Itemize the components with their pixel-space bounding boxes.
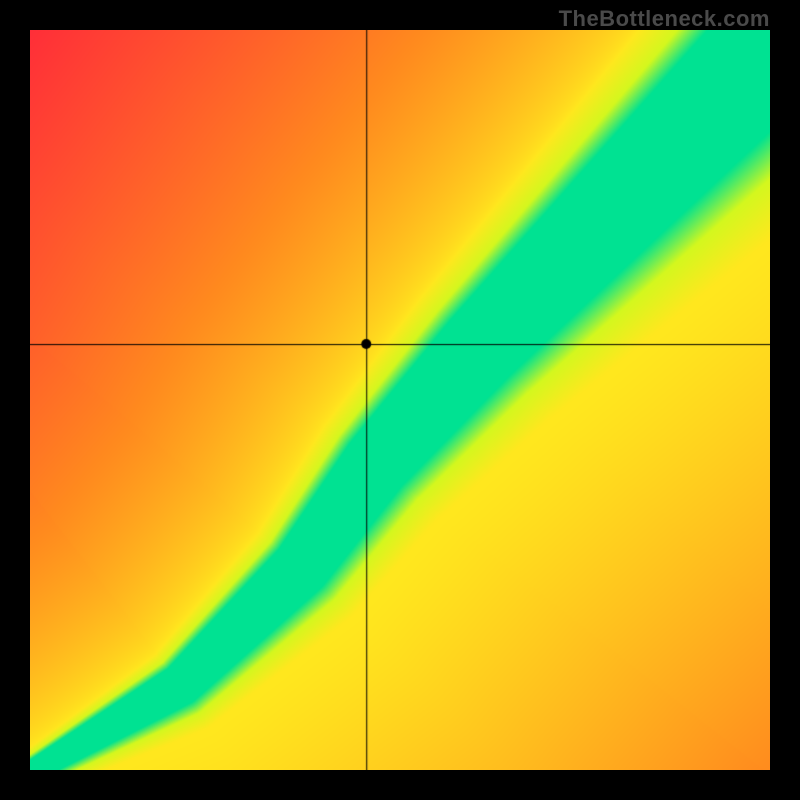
watermark-text: TheBottleneck.com	[559, 6, 770, 32]
chart-container: TheBottleneck.com	[0, 0, 800, 800]
bottleneck-heatmap	[30, 30, 770, 770]
